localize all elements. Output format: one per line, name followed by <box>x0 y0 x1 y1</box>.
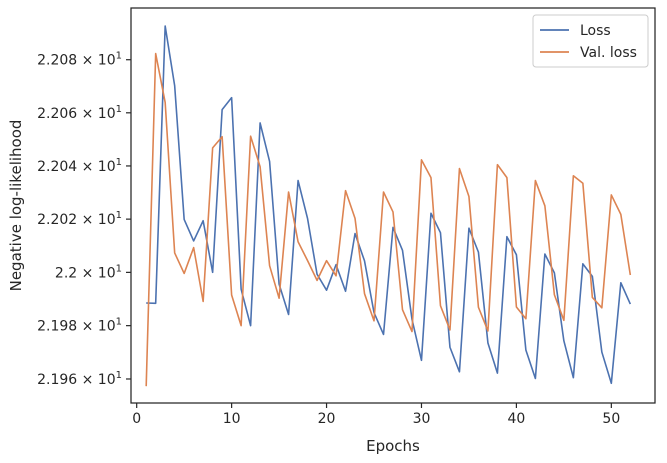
x-axis-label: Epochs <box>366 437 420 455</box>
y-tick-label: 2.196 × 101 <box>37 370 122 388</box>
y-tick-label: 2.202 × 101 <box>37 210 122 228</box>
legend-label: Val. loss <box>580 45 637 61</box>
legend-label: Loss <box>580 23 611 39</box>
legend-box <box>532 14 649 68</box>
series-line-val-loss <box>145 52 632 387</box>
y-tick-label: 2.198 × 101 <box>37 317 122 335</box>
x-tick-label: 10 <box>223 411 241 427</box>
y-tick-label: 2.204 × 101 <box>37 157 122 175</box>
y-tick-label: 2.206 × 101 <box>37 104 122 122</box>
plot-layer <box>145 25 632 387</box>
series-line-loss <box>146 25 632 385</box>
x-tick-label: 40 <box>507 411 525 427</box>
x-tick-label: 50 <box>602 411 620 427</box>
y-tick-label: 2.208 × 101 <box>37 51 122 69</box>
x-tick-label: 0 <box>132 411 141 427</box>
y-tick-label: 2.2 × 101 <box>55 263 122 281</box>
x-tick-label: 20 <box>318 411 336 427</box>
x-axis: 0 10 20 30 40 50 <box>132 403 620 427</box>
x-tick-label: 30 <box>413 411 431 427</box>
plot-frame <box>130 7 656 404</box>
y-axis: 2.196 × 101 2.198 × 101 2.2 × 101 2.202 × 1… <box>37 51 131 388</box>
legend: Loss Val. loss <box>532 14 649 68</box>
y-axis-label: Negative log-likelihood <box>7 120 25 292</box>
